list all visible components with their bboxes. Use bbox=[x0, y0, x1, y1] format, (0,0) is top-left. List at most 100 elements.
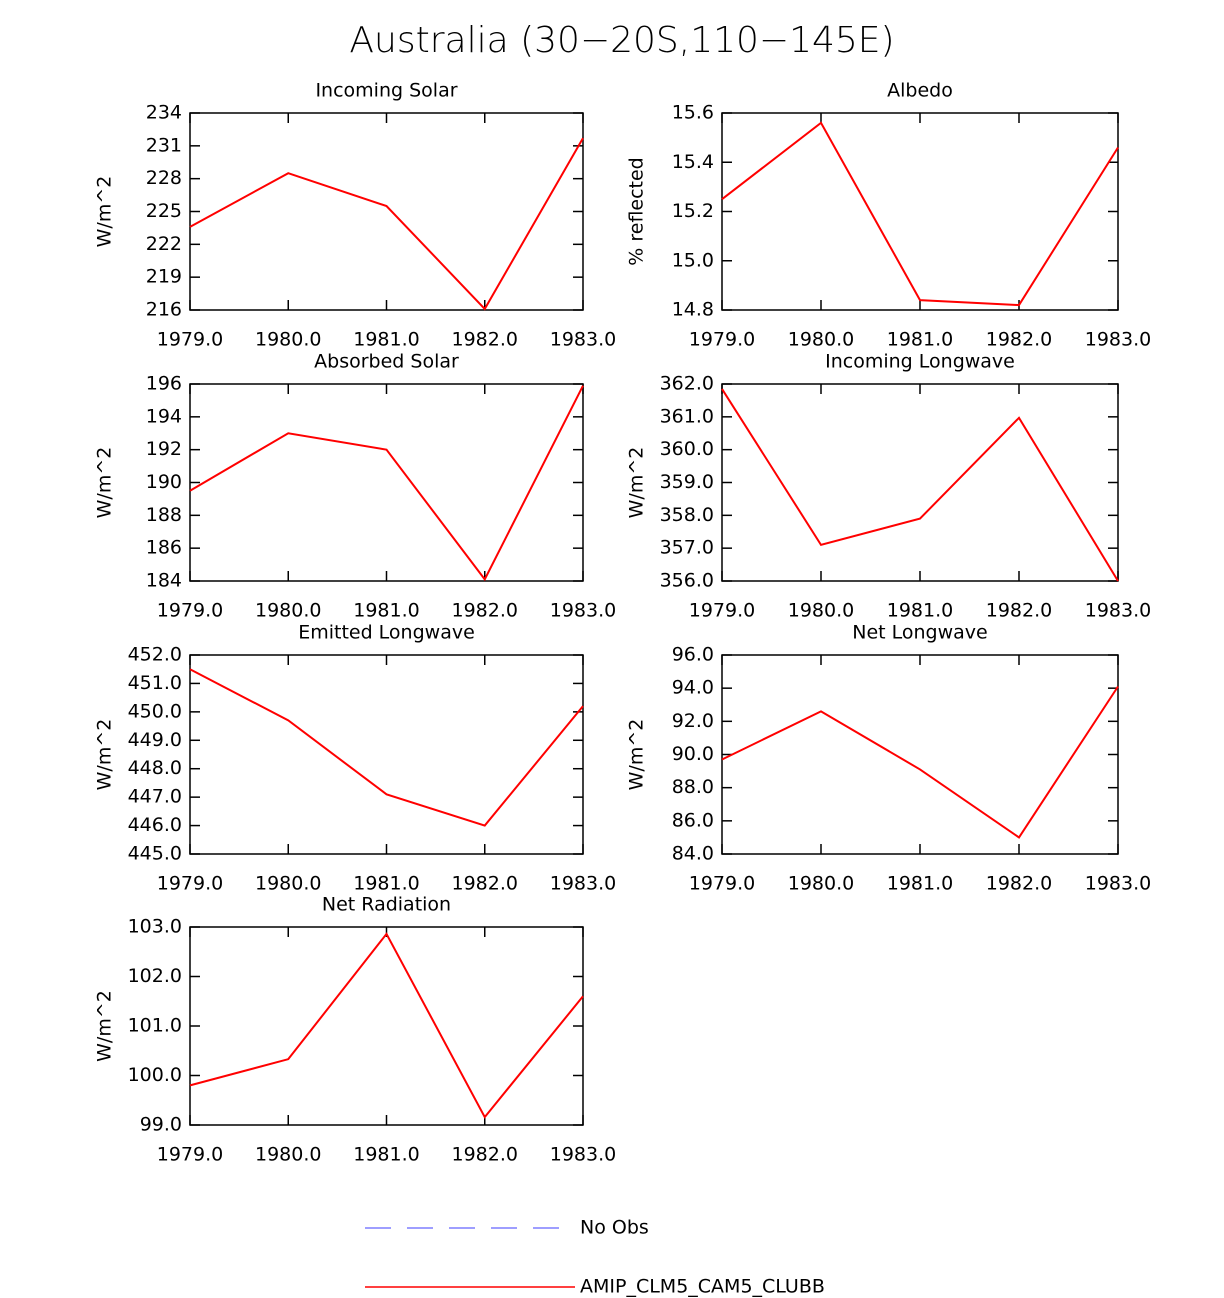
y-tick-label: 94.0 bbox=[672, 677, 714, 699]
y-tick-label: 360.0 bbox=[660, 438, 714, 460]
y-tick-label: 15.0 bbox=[672, 249, 714, 271]
y-tick-label: 231 bbox=[146, 134, 182, 156]
x-tick-label: 1982.0 bbox=[986, 873, 1052, 895]
y-tick-label: 100.0 bbox=[128, 1064, 182, 1086]
x-tick-label: 1982.0 bbox=[452, 329, 518, 351]
y-tick-label: 357.0 bbox=[660, 537, 714, 559]
x-tick-label: 1981.0 bbox=[353, 600, 419, 622]
y-axis-label: W/m^2 bbox=[626, 447, 648, 519]
y-tick-label: 358.0 bbox=[660, 504, 714, 526]
y-axis-label: % reflected bbox=[626, 157, 648, 265]
y-axis-label: W/m^2 bbox=[94, 990, 116, 1062]
y-tick-label: 15.6 bbox=[672, 102, 714, 124]
y-tick-label: 228 bbox=[146, 167, 182, 189]
y-tick-label: 99.0 bbox=[140, 1114, 182, 1136]
x-tick-label: 1979.0 bbox=[689, 600, 755, 622]
y-tick-label: 447.0 bbox=[128, 786, 182, 808]
x-tick-label: 1983.0 bbox=[550, 329, 616, 351]
x-tick-label: 1983.0 bbox=[1085, 600, 1151, 622]
y-tick-label: 14.8 bbox=[672, 299, 714, 321]
y-tick-label: 15.2 bbox=[672, 200, 714, 222]
legend-label: AMIP_CLM5_CAM5_CLUBB bbox=[580, 1276, 825, 1298]
y-tick-label: 359.0 bbox=[660, 471, 714, 493]
x-tick-label: 1980.0 bbox=[255, 329, 321, 351]
x-tick-label: 1982.0 bbox=[986, 600, 1052, 622]
y-tick-label: 96.0 bbox=[672, 644, 714, 666]
y-tick-label: 192 bbox=[146, 438, 182, 460]
data-line bbox=[721, 121, 1119, 307]
plot-frame bbox=[189, 112, 584, 311]
plot-frame bbox=[721, 654, 1119, 855]
figure-title: Australia (30−20S,110−145E) bbox=[349, 20, 894, 61]
y-tick-label: 101.0 bbox=[128, 1015, 182, 1037]
x-tick-label: 1980.0 bbox=[788, 600, 854, 622]
x-tick-label: 1979.0 bbox=[689, 329, 755, 351]
data-line bbox=[189, 668, 584, 827]
y-tick-label: 234 bbox=[146, 102, 182, 124]
panel-title: Net Longwave bbox=[852, 622, 988, 644]
y-axis-label: W/m^2 bbox=[94, 719, 116, 791]
y-tick-label: 219 bbox=[146, 266, 182, 288]
plot-frame bbox=[189, 383, 584, 582]
y-tick-label: 451.0 bbox=[128, 672, 182, 694]
y-tick-label: 222 bbox=[146, 233, 182, 255]
x-tick-label: 1980.0 bbox=[788, 329, 854, 351]
x-tick-label: 1979.0 bbox=[157, 329, 223, 351]
y-tick-label: 449.0 bbox=[128, 729, 182, 751]
y-tick-label: 15.4 bbox=[672, 151, 714, 173]
y-tick-label: 92.0 bbox=[672, 710, 714, 732]
y-tick-label: 225 bbox=[146, 200, 182, 222]
data-line bbox=[189, 932, 584, 1119]
y-tick-label: 445.0 bbox=[128, 843, 182, 865]
plot-frame bbox=[189, 654, 584, 855]
x-tick-label: 1983.0 bbox=[550, 873, 616, 895]
y-tick-label: 186 bbox=[146, 537, 182, 559]
panel-title: Incoming Solar bbox=[315, 80, 457, 102]
y-tick-label: 103.0 bbox=[128, 916, 182, 938]
x-tick-label: 1981.0 bbox=[887, 873, 953, 895]
y-tick-label: 194 bbox=[146, 405, 182, 427]
y-tick-label: 184 bbox=[146, 570, 182, 592]
y-axis-label: W/m^2 bbox=[94, 176, 116, 248]
y-tick-label: 452.0 bbox=[128, 644, 182, 666]
data-line bbox=[721, 685, 1119, 839]
y-tick-label: 190 bbox=[146, 471, 182, 493]
x-tick-label: 1981.0 bbox=[353, 873, 419, 895]
data-line bbox=[721, 388, 1119, 582]
x-tick-label: 1981.0 bbox=[353, 329, 419, 351]
y-tick-label: 356.0 bbox=[660, 570, 714, 592]
y-tick-label: 196 bbox=[146, 373, 182, 395]
data-line bbox=[189, 385, 584, 582]
x-tick-label: 1981.0 bbox=[887, 329, 953, 351]
y-tick-label: 216 bbox=[146, 299, 182, 321]
x-tick-label: 1979.0 bbox=[157, 1144, 223, 1166]
plot-frame bbox=[189, 926, 584, 1126]
x-tick-label: 1983.0 bbox=[1085, 873, 1151, 895]
x-tick-label: 1983.0 bbox=[550, 1144, 616, 1166]
x-tick-label: 1982.0 bbox=[452, 1144, 518, 1166]
y-axis-label: W/m^2 bbox=[94, 447, 116, 519]
x-tick-label: 1980.0 bbox=[255, 873, 321, 895]
plot-frame bbox=[721, 112, 1119, 311]
y-tick-label: 102.0 bbox=[128, 965, 182, 987]
y-axis-label: W/m^2 bbox=[626, 719, 648, 791]
y-tick-label: 450.0 bbox=[128, 700, 182, 722]
y-tick-label: 362.0 bbox=[660, 373, 714, 395]
y-tick-label: 361.0 bbox=[660, 405, 714, 427]
panel-title: Incoming Longwave bbox=[825, 351, 1015, 373]
x-tick-label: 1983.0 bbox=[550, 600, 616, 622]
x-tick-label: 1979.0 bbox=[157, 873, 223, 895]
x-tick-label: 1982.0 bbox=[986, 329, 1052, 351]
panel-title: Albedo bbox=[887, 80, 953, 102]
y-tick-label: 84.0 bbox=[672, 843, 714, 865]
y-tick-label: 448.0 bbox=[128, 757, 182, 779]
x-tick-label: 1983.0 bbox=[1085, 329, 1151, 351]
y-tick-label: 88.0 bbox=[672, 776, 714, 798]
x-tick-label: 1979.0 bbox=[157, 600, 223, 622]
y-tick-label: 446.0 bbox=[128, 814, 182, 836]
panel-title: Net Radiation bbox=[322, 894, 451, 916]
y-tick-label: 90.0 bbox=[672, 743, 714, 765]
y-tick-label: 86.0 bbox=[672, 809, 714, 831]
data-line bbox=[189, 137, 584, 311]
